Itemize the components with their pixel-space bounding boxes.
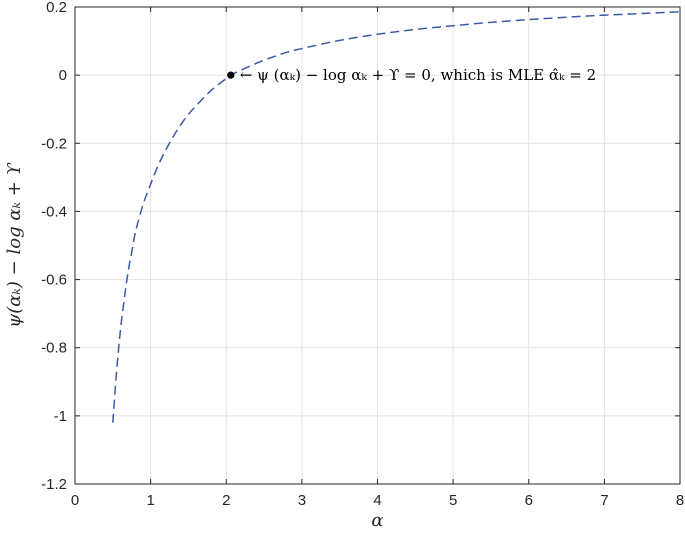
y-tick-label: -1.2 [41, 476, 67, 493]
y-tick-label: -0.4 [41, 203, 67, 220]
y-tick-label: -0.6 [41, 272, 67, 289]
x-tick-label: 7 [600, 492, 608, 509]
mle-marker [227, 71, 235, 79]
annotation-text: ← ψ (αₖ) − log αₖ + ϒ = 0, which is MLE … [240, 66, 596, 84]
y-tick-labels: 0.2 0 -0.2 -0.4 -0.6 -0.8 -1 -1.2 [41, 0, 67, 493]
x-tick-label: 4 [373, 492, 381, 509]
x-tick-label: 2 [222, 492, 230, 509]
x-tick-label: 6 [525, 492, 533, 509]
y-tick-label: 0 [59, 67, 67, 84]
x-tick-label: 5 [449, 492, 457, 509]
y-tick-label: -1 [54, 408, 67, 425]
axes [74, 6, 681, 485]
x-tick-label: 1 [146, 492, 154, 509]
y-axis-label: ψ(αₖ) − log αₖ + ϒ [4, 162, 25, 327]
x-tick-label: 0 [71, 492, 79, 509]
series-line [112, 11, 681, 423]
x-tick-label: 8 [676, 492, 684, 509]
y-tick-label: -0.8 [41, 340, 67, 357]
y-tick-label: -0.2 [41, 135, 67, 152]
y-tick-label: 0.2 [46, 0, 67, 16]
x-tick-labels: 0 1 2 3 4 5 6 7 8 [71, 492, 684, 509]
x-tick-label: 3 [298, 492, 306, 509]
x-axis-label: α [371, 510, 383, 531]
